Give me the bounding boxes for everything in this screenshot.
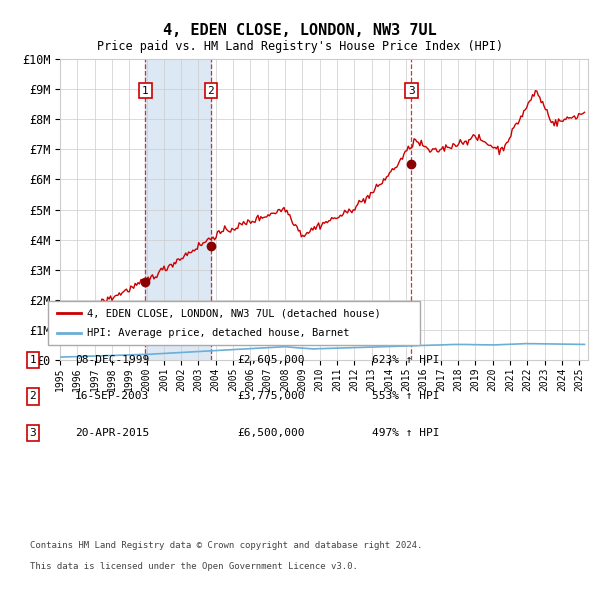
- Text: 3: 3: [29, 428, 37, 438]
- Text: 553% ↑ HPI: 553% ↑ HPI: [372, 392, 439, 401]
- Text: 16-SEP-2003: 16-SEP-2003: [75, 392, 149, 401]
- Text: 4, EDEN CLOSE, LONDON, NW3 7UL: 4, EDEN CLOSE, LONDON, NW3 7UL: [163, 24, 437, 38]
- Text: 1: 1: [29, 355, 37, 365]
- Text: 497% ↑ HPI: 497% ↑ HPI: [372, 428, 439, 438]
- Text: HPI: Average price, detached house, Barnet: HPI: Average price, detached house, Barn…: [87, 328, 349, 337]
- Text: Contains HM Land Registry data © Crown copyright and database right 2024.: Contains HM Land Registry data © Crown c…: [30, 541, 422, 550]
- Text: 20-APR-2015: 20-APR-2015: [75, 428, 149, 438]
- Text: 1: 1: [142, 86, 149, 96]
- Text: 3: 3: [408, 86, 415, 96]
- Text: Price paid vs. HM Land Registry's House Price Index (HPI): Price paid vs. HM Land Registry's House …: [97, 40, 503, 53]
- Bar: [145, 59, 211, 360]
- Text: 08-DEC-1999: 08-DEC-1999: [75, 355, 149, 365]
- Text: 4, EDEN CLOSE, LONDON, NW3 7UL (detached house): 4, EDEN CLOSE, LONDON, NW3 7UL (detached…: [87, 309, 381, 318]
- Text: £6,500,000: £6,500,000: [237, 428, 305, 438]
- Text: £3,775,000: £3,775,000: [237, 392, 305, 401]
- Text: 623% ↑ HPI: 623% ↑ HPI: [372, 355, 439, 365]
- Text: 2: 2: [29, 392, 37, 401]
- Text: 2: 2: [208, 86, 214, 96]
- Text: £2,605,000: £2,605,000: [237, 355, 305, 365]
- Text: This data is licensed under the Open Government Licence v3.0.: This data is licensed under the Open Gov…: [30, 562, 358, 571]
